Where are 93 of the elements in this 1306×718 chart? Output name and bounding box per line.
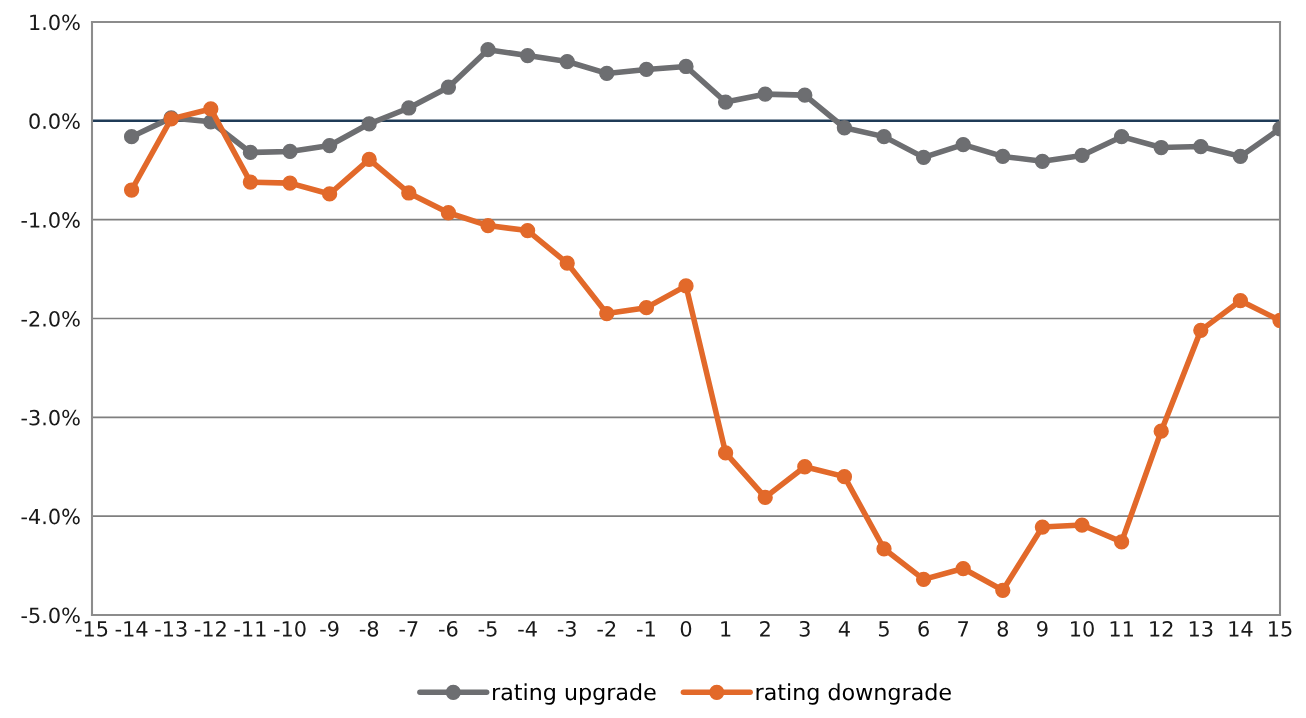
point (1153, 423, 1169, 439)
point (321, 137, 338, 154)
point (599, 305, 615, 322)
x-tick-label: -6 (439, 620, 458, 637)
point (995, 148, 1011, 165)
x-tick-label: -13 (155, 620, 187, 637)
y-tick-label: -4.0% (21, 508, 80, 525)
legend-label: rating upgrade (493, 683, 656, 705)
x-tick-label: -2 (597, 620, 616, 637)
point (876, 129, 892, 145)
point (480, 217, 496, 234)
point (242, 144, 259, 161)
point (1193, 322, 1209, 338)
point (836, 468, 853, 485)
x-tick-label: -14 (115, 621, 148, 637)
point (1074, 517, 1090, 533)
y-tick-label: 0.0% (29, 113, 80, 130)
point (717, 445, 734, 461)
point (955, 136, 971, 153)
x-tick-label: 15 (1269, 621, 1292, 637)
point (599, 65, 615, 82)
x-tick-label: -1 (637, 621, 655, 637)
x-tick-label: -5 (478, 621, 497, 637)
point (123, 129, 140, 145)
point (440, 205, 457, 221)
point (638, 299, 655, 316)
point (797, 87, 813, 103)
x-tick-label: 2 (760, 620, 770, 637)
point (1193, 138, 1209, 155)
point (915, 571, 932, 588)
point (678, 58, 694, 75)
point (1074, 147, 1090, 164)
x-tick-label: 12 (1150, 620, 1173, 637)
point (203, 101, 219, 117)
x-tick-label: -9 (320, 620, 339, 637)
point (678, 278, 694, 294)
y-tick-label: -2.0% (21, 310, 80, 327)
x-tick-label: 9 (1037, 620, 1048, 637)
x-tick-label: 11 (1110, 621, 1133, 637)
legend-label: rating downgrade (756, 683, 951, 705)
point (1232, 293, 1249, 309)
x-tick-label: 1 (721, 621, 731, 637)
y-tick-label: -1.0% (21, 212, 80, 228)
point (955, 560, 971, 577)
point (519, 222, 536, 239)
point (797, 459, 813, 475)
x-tick-label: 13 (1189, 620, 1213, 637)
point (1113, 534, 1130, 550)
x-tick-label: 3 (799, 620, 810, 637)
y-tick-label: -3.0% (21, 409, 80, 426)
x-tick-label: -4 (518, 621, 537, 637)
point (836, 120, 853, 136)
point (1113, 129, 1130, 145)
x-tick-label: 6 (918, 620, 929, 637)
point (123, 182, 140, 198)
point (757, 86, 773, 102)
point (282, 175, 298, 191)
x-tick-label: -10 (274, 620, 306, 637)
y-tick-label: 1.0% (30, 14, 80, 31)
point (995, 582, 1011, 598)
point (401, 185, 417, 201)
point (717, 94, 734, 110)
point (361, 116, 377, 132)
point (757, 489, 773, 506)
x-tick-label: -11 (234, 621, 266, 637)
point (480, 42, 496, 58)
x-tick-label: 8 (997, 620, 1008, 637)
point (915, 149, 932, 166)
point (1034, 153, 1051, 169)
x-tick-label: -8 (359, 620, 379, 637)
point (1232, 148, 1249, 165)
x-tick-label: 14 (1229, 621, 1253, 637)
point (519, 47, 536, 64)
point (1153, 139, 1169, 156)
point (242, 174, 259, 190)
point (559, 255, 575, 271)
point (638, 61, 655, 78)
point (401, 100, 417, 116)
x-tick-label: 0 (680, 620, 692, 637)
point (1034, 519, 1051, 535)
point (440, 79, 457, 95)
x-tick-label: 5 (878, 621, 889, 637)
point (876, 541, 892, 557)
x-tick-label: 10 (1071, 620, 1094, 637)
x-tick-label: -12 (194, 620, 226, 637)
point (282, 143, 298, 160)
point (321, 186, 338, 202)
x-tick-label: -3 (557, 620, 576, 637)
point (559, 53, 575, 70)
point (361, 151, 377, 168)
x-tick-label: -7 (399, 621, 418, 637)
x-tick-label: 4 (838, 621, 850, 637)
x-tick-label: 7 (958, 621, 969, 637)
